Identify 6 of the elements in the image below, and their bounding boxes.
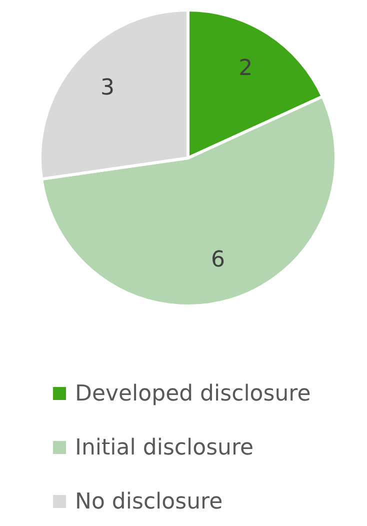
data-label: 6: [211, 248, 226, 273]
legend-label: No disclosure: [75, 490, 223, 514]
data-label: 3: [100, 76, 114, 101]
legend-label: Initial disclosure: [75, 436, 254, 460]
data-label: 2: [238, 56, 253, 81]
legend-label: Developed disclosure: [75, 382, 311, 406]
